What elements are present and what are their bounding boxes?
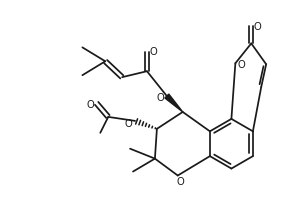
Polygon shape xyxy=(165,95,183,112)
Text: O: O xyxy=(156,92,164,103)
Text: O: O xyxy=(124,118,132,128)
Text: O: O xyxy=(237,60,245,70)
Text: O: O xyxy=(149,47,157,57)
Text: O: O xyxy=(177,177,185,187)
Text: O: O xyxy=(253,21,261,31)
Text: O: O xyxy=(86,99,94,109)
